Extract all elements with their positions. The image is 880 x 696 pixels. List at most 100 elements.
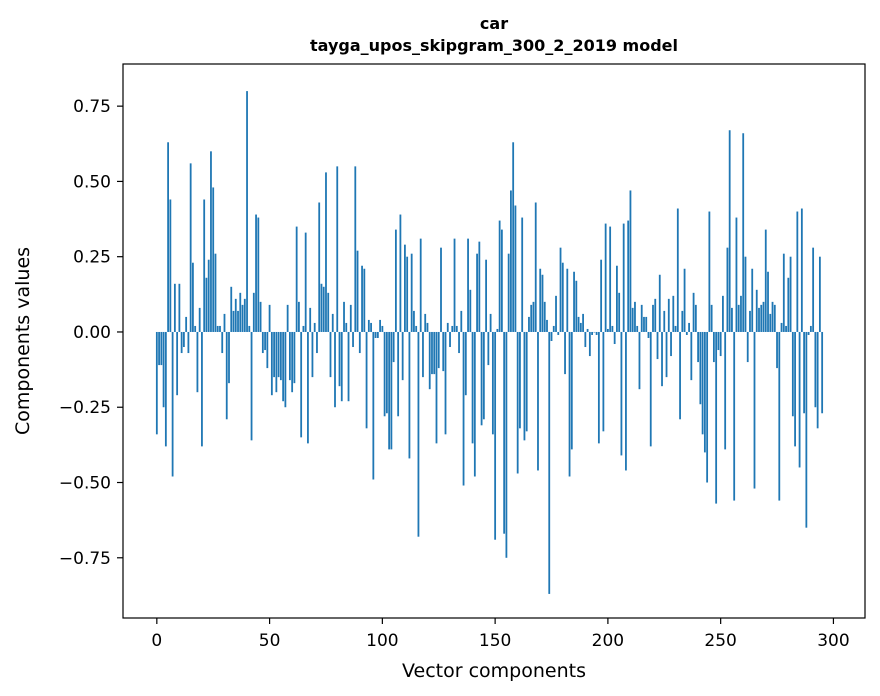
- bar-component-225: [663, 310, 666, 332]
- bar-component-68: [309, 307, 312, 332]
- bar-component-98: [376, 331, 379, 338]
- bar-component-92: [363, 268, 366, 332]
- bar-component-107: [397, 331, 400, 417]
- bar-component-66: [304, 232, 307, 332]
- bar-component-131: [451, 325, 454, 332]
- bar-component-42: [250, 331, 253, 441]
- bar-component-185: [573, 271, 575, 332]
- bar-component-203: [613, 331, 616, 345]
- chart-title: car: [480, 14, 508, 33]
- bar-component-76: [327, 292, 330, 332]
- bar-component-175: [550, 331, 553, 341]
- bar-component-151: [496, 328, 499, 332]
- bar-component-106: [394, 229, 397, 332]
- bar-component-3: [162, 331, 165, 408]
- bar-component-117: [419, 238, 422, 332]
- bar-component-9: [176, 331, 179, 396]
- bar-component-103: [388, 331, 391, 450]
- bar-component-258: [737, 304, 740, 332]
- x-tick-label: 50: [259, 631, 281, 651]
- bar-component-268: [760, 304, 763, 332]
- bar-component-63: [298, 301, 300, 332]
- bar-component-115: [415, 325, 418, 332]
- x-tick-label: 150: [479, 631, 511, 651]
- bar-component-204: [616, 265, 618, 332]
- bar-component-126: [440, 247, 442, 332]
- bar-component-87: [352, 331, 354, 348]
- bar-component-64: [300, 331, 303, 438]
- bar-component-38: [241, 304, 244, 332]
- bar-component-294: [818, 256, 821, 332]
- bar-component-111: [406, 256, 409, 332]
- bar-component-12: [182, 331, 185, 348]
- bar-component-257: [735, 217, 738, 332]
- y-tick-label: 0.50: [73, 172, 111, 192]
- bar-component-200: [606, 328, 609, 332]
- bar-component-230: [674, 325, 677, 332]
- bar-component-139: [469, 289, 472, 332]
- bar-component-82: [340, 331, 343, 402]
- bar-component-8: [173, 283, 176, 332]
- bar-component-226: [665, 331, 668, 378]
- bar-component-36: [237, 310, 239, 332]
- bar-component-273: [771, 301, 774, 332]
- plot-frame: [122, 63, 866, 619]
- bar-component-206: [620, 331, 623, 456]
- bar-component-105: [392, 331, 395, 363]
- bar-component-208: [625, 331, 627, 471]
- bar-component-94: [367, 319, 370, 332]
- bar-component-142: [476, 253, 478, 332]
- bar-component-278: [782, 253, 785, 332]
- bar-component-114: [413, 310, 415, 332]
- bar-component-177: [555, 295, 557, 332]
- bar-component-164: [525, 331, 528, 432]
- bar-component-124: [435, 331, 438, 444]
- bar-component-70: [313, 322, 316, 332]
- bar-component-237: [690, 331, 693, 381]
- bar-component-197: [600, 259, 603, 332]
- bar-component-212: [634, 301, 636, 332]
- bar-component-280: [787, 277, 790, 332]
- y-tick-label: −0.50: [59, 474, 111, 494]
- bar-component-253: [726, 247, 729, 332]
- bar-component-218: [647, 331, 650, 338]
- bar-component-61: [293, 331, 296, 384]
- bar-component-287: [803, 331, 805, 414]
- bar-component-158: [512, 142, 515, 332]
- bar-component-217: [645, 316, 648, 332]
- bar-component-270: [764, 229, 767, 332]
- bar-component-156: [507, 253, 510, 332]
- bar-component-89: [356, 250, 359, 332]
- bar-component-19: [198, 307, 201, 332]
- bar-component-192: [588, 331, 591, 357]
- bar-component-51: [270, 331, 273, 396]
- bar-component-243: [703, 331, 706, 453]
- bar-component-100: [381, 325, 384, 332]
- bar-component-277: [780, 322, 783, 332]
- bar-component-6: [169, 199, 172, 332]
- bar-component-210: [629, 190, 632, 332]
- bar-component-155: [505, 331, 508, 558]
- bar-component-193: [591, 331, 593, 335]
- bar-component-78: [331, 313, 334, 332]
- bar-component-172: [543, 301, 546, 332]
- bar-component-160: [516, 331, 519, 474]
- bar-component-198: [602, 331, 605, 432]
- bar-component-120: [426, 322, 429, 332]
- bar-component-276: [778, 331, 781, 501]
- bar-component-0: [155, 331, 158, 435]
- bar-component-240: [697, 331, 699, 363]
- bar-component-285: [798, 331, 801, 468]
- bar-component-263: [749, 310, 751, 332]
- bar-component-118: [422, 331, 424, 378]
- bar-component-22: [205, 277, 208, 332]
- bar-component-33: [230, 286, 233, 332]
- bar-component-179: [559, 247, 562, 332]
- bar-component-165: [528, 316, 530, 332]
- bar-component-102: [385, 331, 388, 414]
- bar-component-5: [167, 142, 169, 332]
- bar-component-16: [192, 262, 194, 332]
- bar-component-219: [649, 331, 652, 447]
- bar-component-113: [410, 253, 413, 332]
- bar-component-292: [814, 331, 817, 408]
